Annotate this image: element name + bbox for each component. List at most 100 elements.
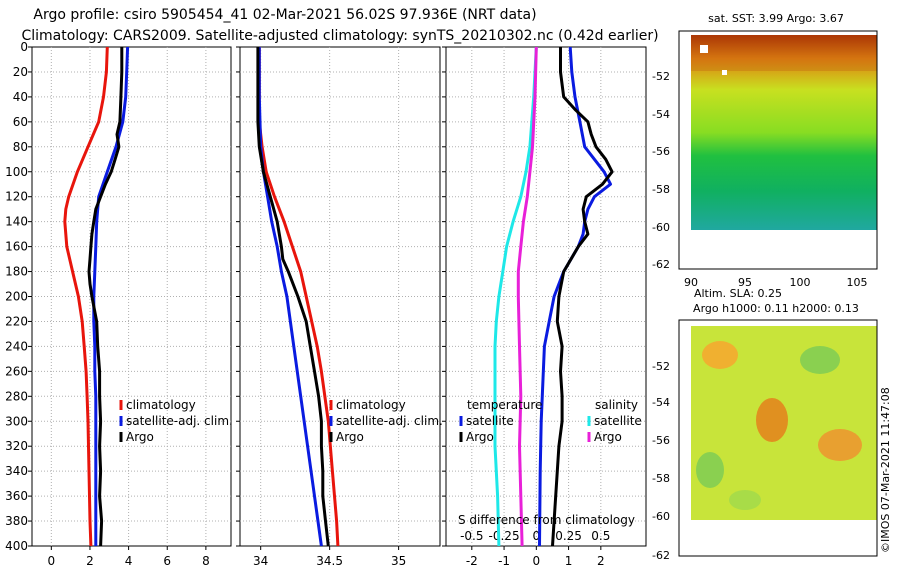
depth-tick-label: 20: [13, 65, 28, 79]
temperature-x-tick-label: 8: [202, 554, 210, 568]
sst-map-image: [691, 35, 877, 230]
depth-tick-label: 320: [5, 439, 28, 453]
sst-y-tick: -52: [652, 70, 670, 83]
depth-tick-label: 260: [5, 364, 28, 378]
temperature-series-group: [63, 47, 130, 546]
depth-tick-label: 180: [5, 265, 28, 279]
difference-salinity-satellite-line: [493, 47, 538, 546]
secondary-x-tick-label: -0.25: [489, 529, 520, 543]
sst-x-tick: 100: [790, 276, 811, 289]
temperature-satellite-adj-clim--line: [92, 47, 130, 546]
title-line-2: Climatology: CARS2009. Satellite-adjuste…: [21, 28, 658, 44]
depth-tick-label: 380: [5, 514, 28, 528]
depth-tick-label: 160: [5, 240, 28, 254]
depth-tick-label: 400: [5, 539, 28, 553]
watermark: ©IMOS 07-Mar-2021 11:47:08: [879, 387, 892, 553]
legend-climatology: climatology: [126, 398, 196, 412]
legend-argo: Argo: [126, 430, 154, 444]
temperature-x-tick-label: 4: [125, 554, 133, 568]
difference-x-tick-label: 2: [597, 554, 605, 568]
salinity-series-group: [256, 47, 340, 546]
legend-satellite-adj: satellite-adj. clim.: [336, 414, 443, 428]
temperature-x-tick-label: 6: [163, 554, 171, 568]
sla-y-tick: -54: [652, 396, 670, 409]
depth-tick-label: 40: [13, 90, 28, 104]
difference-x-tick-label: -2: [466, 554, 478, 568]
depth-tick-label: 140: [5, 215, 28, 229]
sla-anomaly-blob: [702, 341, 738, 369]
sla-y-tick: -58: [652, 472, 670, 485]
sla-anomaly-blob: [756, 398, 788, 442]
sst-map-title: sat. SST: 3.99 Argo: 3.67: [708, 12, 844, 25]
sla-anomaly-blob: [800, 346, 840, 374]
depth-tick-label: 60: [13, 115, 28, 129]
legend-argo: Argo: [336, 430, 364, 444]
depth-tick-label: 200: [5, 290, 28, 304]
salinity-legend: climatology satellite-adj. clim. Argo: [329, 398, 443, 444]
sst-y-tick: -54: [652, 108, 670, 121]
sla-anomaly-blob: [696, 452, 724, 488]
sst-x-tick: 105: [847, 276, 868, 289]
legend-satellite-adj: satellite-adj. clim.: [126, 414, 233, 428]
depth-tick-label: 280: [5, 389, 28, 403]
sla-anomaly-blob: [729, 490, 761, 510]
sla-y-tick: -60: [652, 510, 670, 523]
legend-temp-satellite: satellite: [466, 414, 514, 428]
depth-tick-label: 300: [5, 414, 28, 428]
salinity-climatology-line: [257, 47, 340, 546]
depth-tick-label: 0: [20, 40, 28, 54]
sst-x-tick: 90: [684, 276, 698, 289]
sst-y-tick: -60: [652, 221, 670, 234]
legend-sal-argo: Argo: [594, 430, 622, 444]
difference-legend: temperature satellite Argo salinity sate…: [458, 398, 642, 527]
sla-map: Altim. SLA: 0.25 Argo h1000: 0.11 h2000:…: [652, 287, 878, 562]
secondary-x-tick-label: 0.5: [591, 529, 610, 543]
sla-map-title-2: Argo h1000: 0.11 h2000: 0.13: [693, 302, 859, 315]
axis-ticks: 0204060801001201401601802002202402602803…: [5, 40, 610, 568]
difference-salinity-argo-line: [516, 47, 538, 546]
salinity-argo-line: [256, 47, 330, 546]
sst-y-tick: -62: [652, 258, 670, 271]
sst-map-frame: [678, 30, 878, 270]
depth-tick-label: 120: [5, 190, 28, 204]
sla-anomaly-blob: [818, 429, 862, 461]
depth-tick-label: 80: [13, 140, 28, 154]
legend-temperature-title: temperature: [467, 398, 542, 412]
legend-climatology: climatology: [336, 398, 406, 412]
difference-x-tick-label: 1: [565, 554, 573, 568]
difference-temperature-argo-line: [551, 47, 614, 546]
legend-sal-satellite: satellite: [594, 414, 642, 428]
depth-tick-label: 360: [5, 489, 28, 503]
depth-tick-label: 220: [5, 314, 28, 328]
temperature-legend: climatology satellite-adj. clim. Argo: [119, 398, 233, 444]
secondary-x-tick-label: 0: [533, 529, 541, 543]
title-line-1: Argo profile: csiro 5905454_41 02-Mar-20…: [33, 7, 536, 23]
sla-map-title-1: Altim. SLA: 0.25: [694, 287, 782, 300]
sla-y-tick: -56: [652, 434, 670, 447]
sst-missing-pixel: [722, 70, 727, 75]
temperature-climatology-line: [63, 47, 109, 546]
depth-tick-label: 240: [5, 339, 28, 353]
sla-map-frame: [678, 319, 878, 557]
sst-missing-pixel: [700, 45, 708, 53]
difference-x-tick-label: 0: [533, 554, 541, 568]
sst-map: sat. SST: 3.99 Argo: 3.67 -52 -54 -56 -5…: [652, 12, 878, 289]
salinity-x-tick-label: 35: [391, 554, 406, 568]
sla-y-tick: -52: [652, 360, 670, 373]
salinity-x-tick-label: 34: [253, 554, 268, 568]
temperature-x-tick-label: 0: [48, 554, 56, 568]
temperature-x-tick-label: 2: [86, 554, 94, 568]
legend-salinity-title: salinity: [595, 398, 638, 412]
sst-y-tick: -58: [652, 183, 670, 196]
sla-y-tick: -62: [652, 549, 670, 562]
difference-xlabel: S difference from climatology: [458, 513, 635, 527]
sst-y-tick: -56: [652, 145, 670, 158]
difference-x-tick-label: -1: [498, 554, 510, 568]
difference-series-group: [493, 47, 614, 546]
grid-lines: [32, 47, 646, 546]
depth-tick-label: 100: [5, 165, 28, 179]
sst-warm-band: [691, 35, 877, 71]
secondary-x-tick-label: -0.5: [460, 529, 483, 543]
profile-lines: [63, 47, 614, 546]
